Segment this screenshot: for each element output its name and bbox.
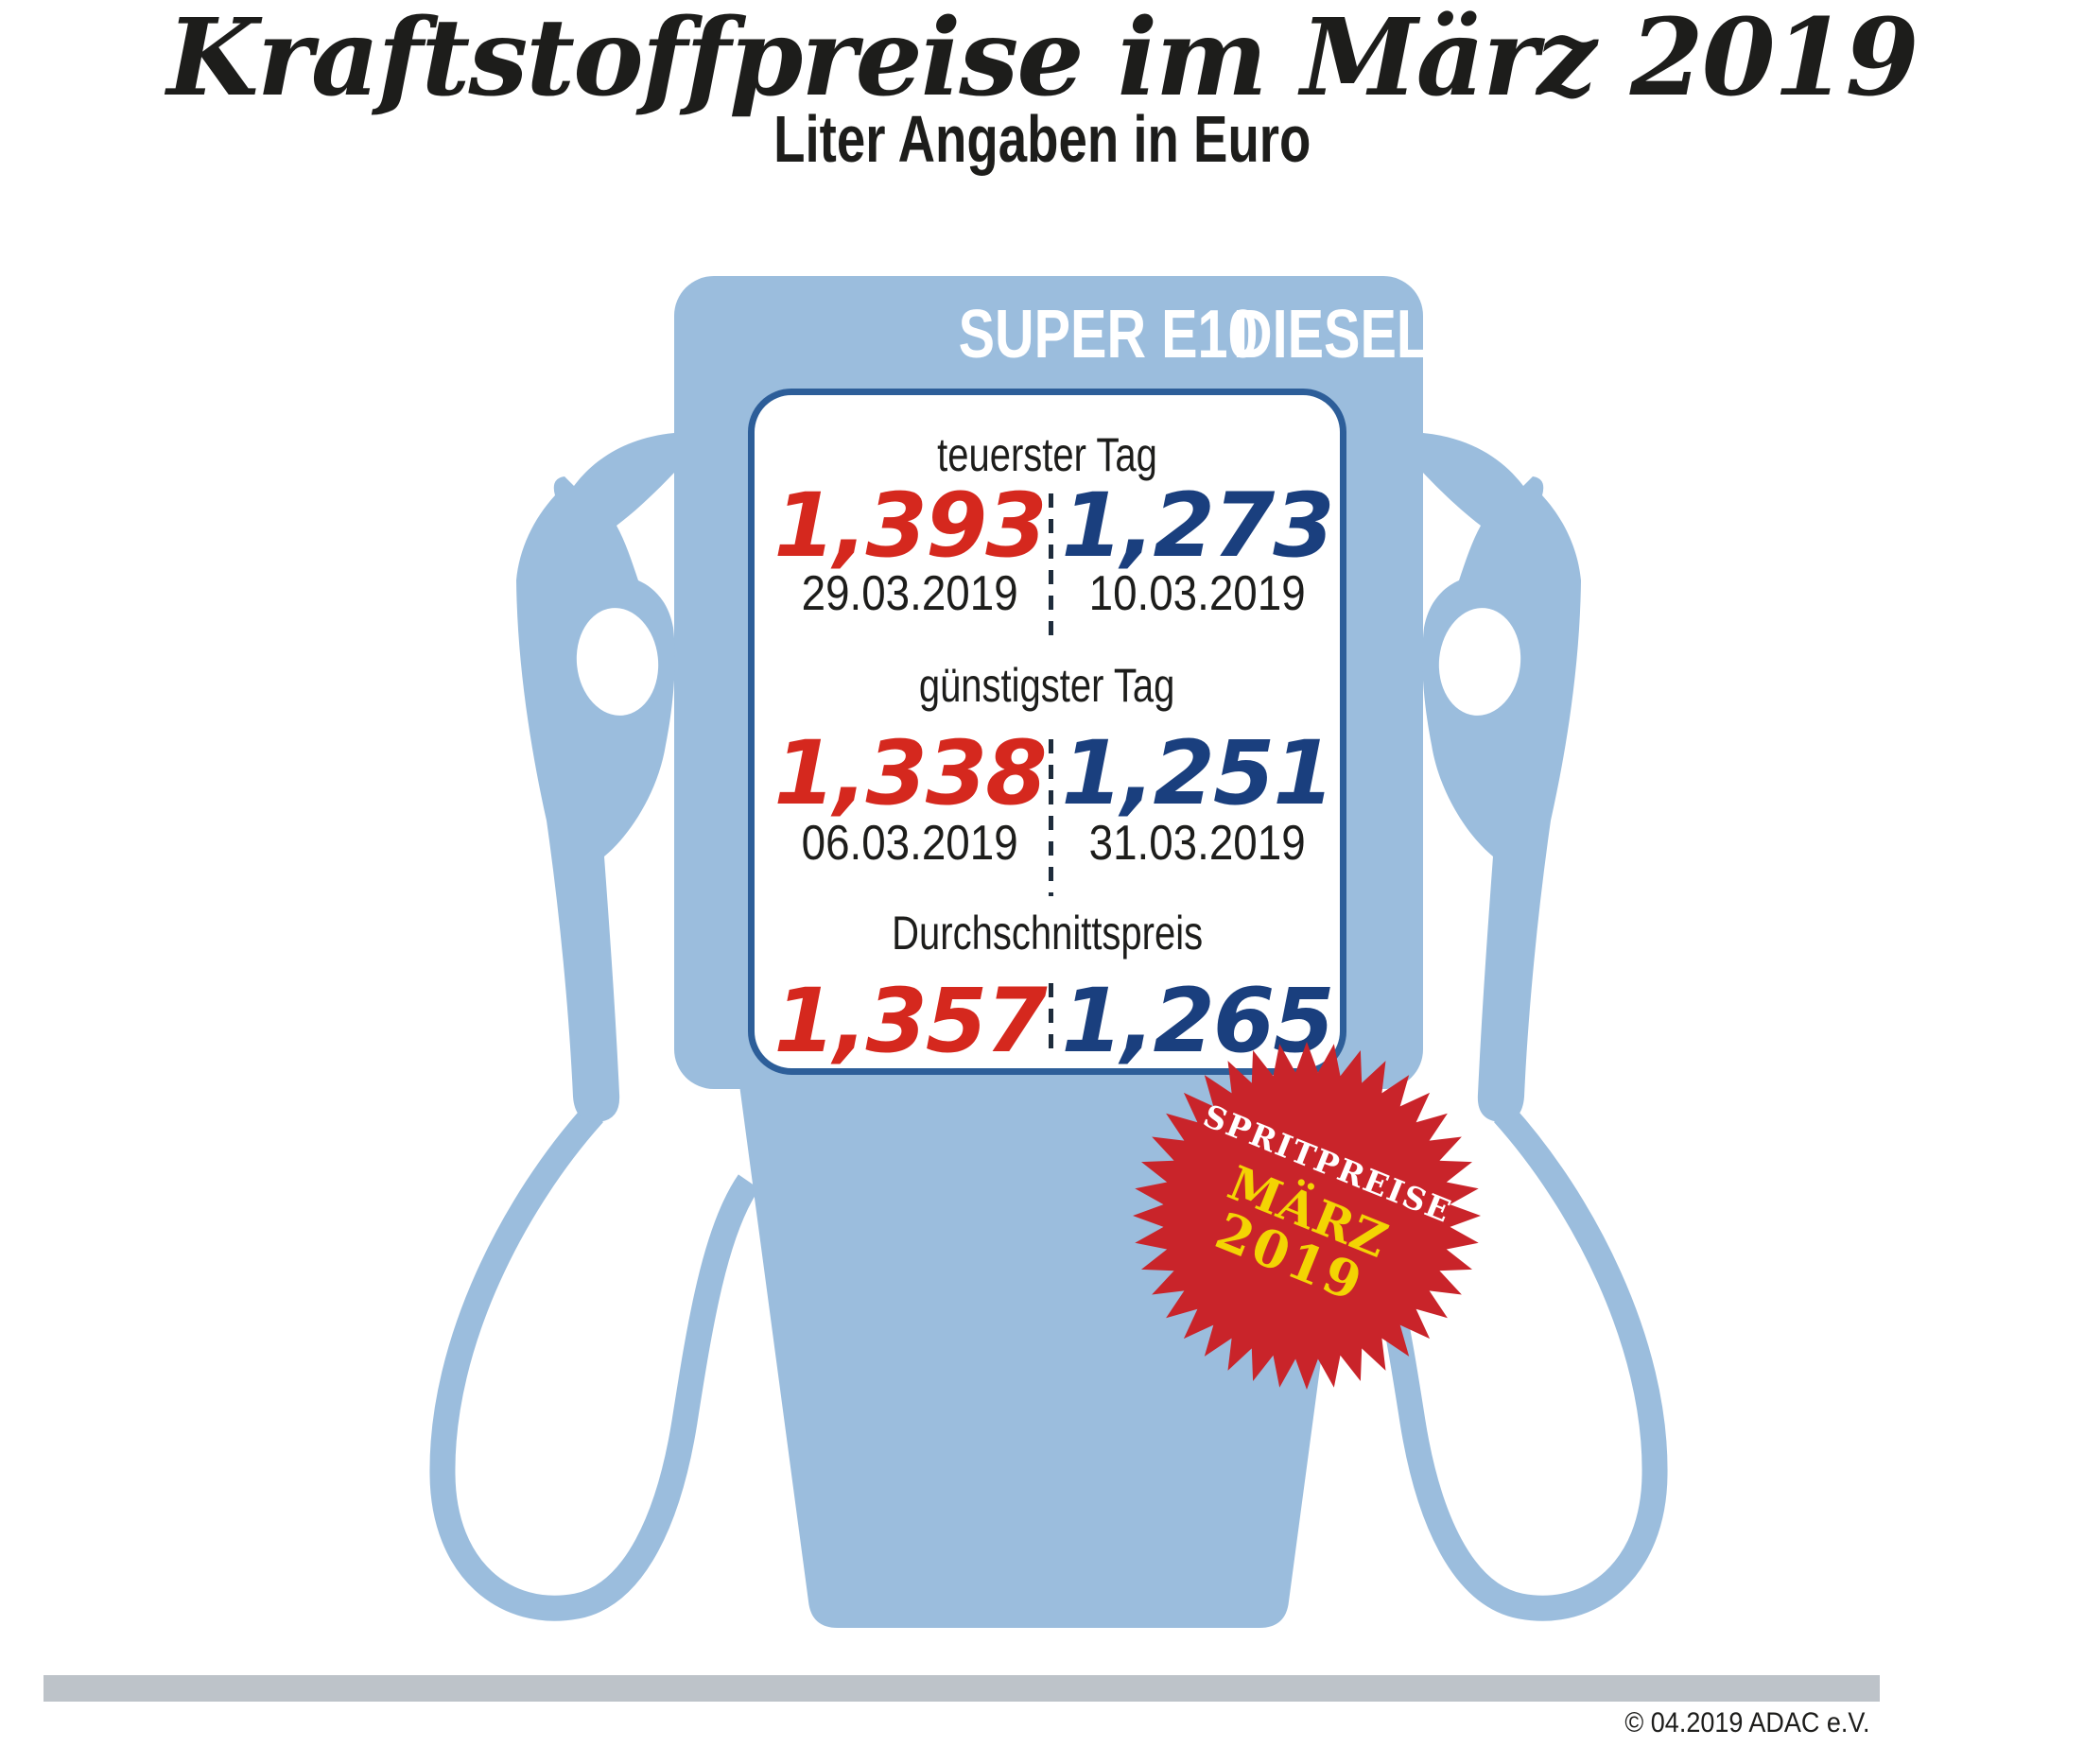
page-title: Kraftstoffpreise im März 2019 [166, 0, 1919, 120]
row-label-most-expensive: teuerster Tag [937, 428, 1157, 481]
column-divider-bottom [1049, 983, 1053, 1059]
date-diesel-most-expensive: 10.03.2019 [1088, 566, 1306, 621]
starburst-icon [1133, 1042, 1481, 1390]
fuel-nozzle-right [1422, 433, 1581, 1123]
row-label-average: Durchschnittspreis [891, 907, 1203, 960]
price-super-e10-cheapest: 1,338 [773, 722, 1047, 825]
price-super-e10-average: 1,357 [773, 970, 1047, 1073]
price-diesel-cheapest: 1,251 [1061, 722, 1334, 825]
page-subtitle: Liter Angaben in Euro [773, 102, 1311, 176]
column-divider-top [1049, 493, 1053, 645]
starburst-badge: SPRITPREISE MÄRZ 2019 [1127, 1036, 1486, 1395]
footer-divider-bar [43, 1675, 1880, 1702]
row-label-cheapest: günstigster Tag [919, 659, 1175, 712]
price-display-panel: teuerster Tag 1,393 1,273 29.03.2019 10.… [748, 389, 1346, 1075]
fuel-type-header: SUPER E10 DIESEL [958, 297, 1431, 372]
copyright-note: © 04.2019 ADAC e.V. [1624, 1707, 1870, 1738]
date-diesel-cheapest: 31.03.2019 [1088, 816, 1306, 871]
date-super-e10-cheapest: 06.03.2019 [801, 816, 1018, 871]
fuel-hose-left [429, 1104, 760, 1621]
column-divider-middle [1049, 739, 1053, 896]
price-super-e10-most-expensive: 1,393 [773, 475, 1047, 578]
price-diesel-most-expensive: 1,273 [1061, 475, 1334, 578]
fuel-nozzle-left [516, 433, 675, 1123]
price-diesel-average: 1,265 [1061, 970, 1334, 1073]
date-super-e10-most-expensive: 29.03.2019 [801, 566, 1018, 621]
